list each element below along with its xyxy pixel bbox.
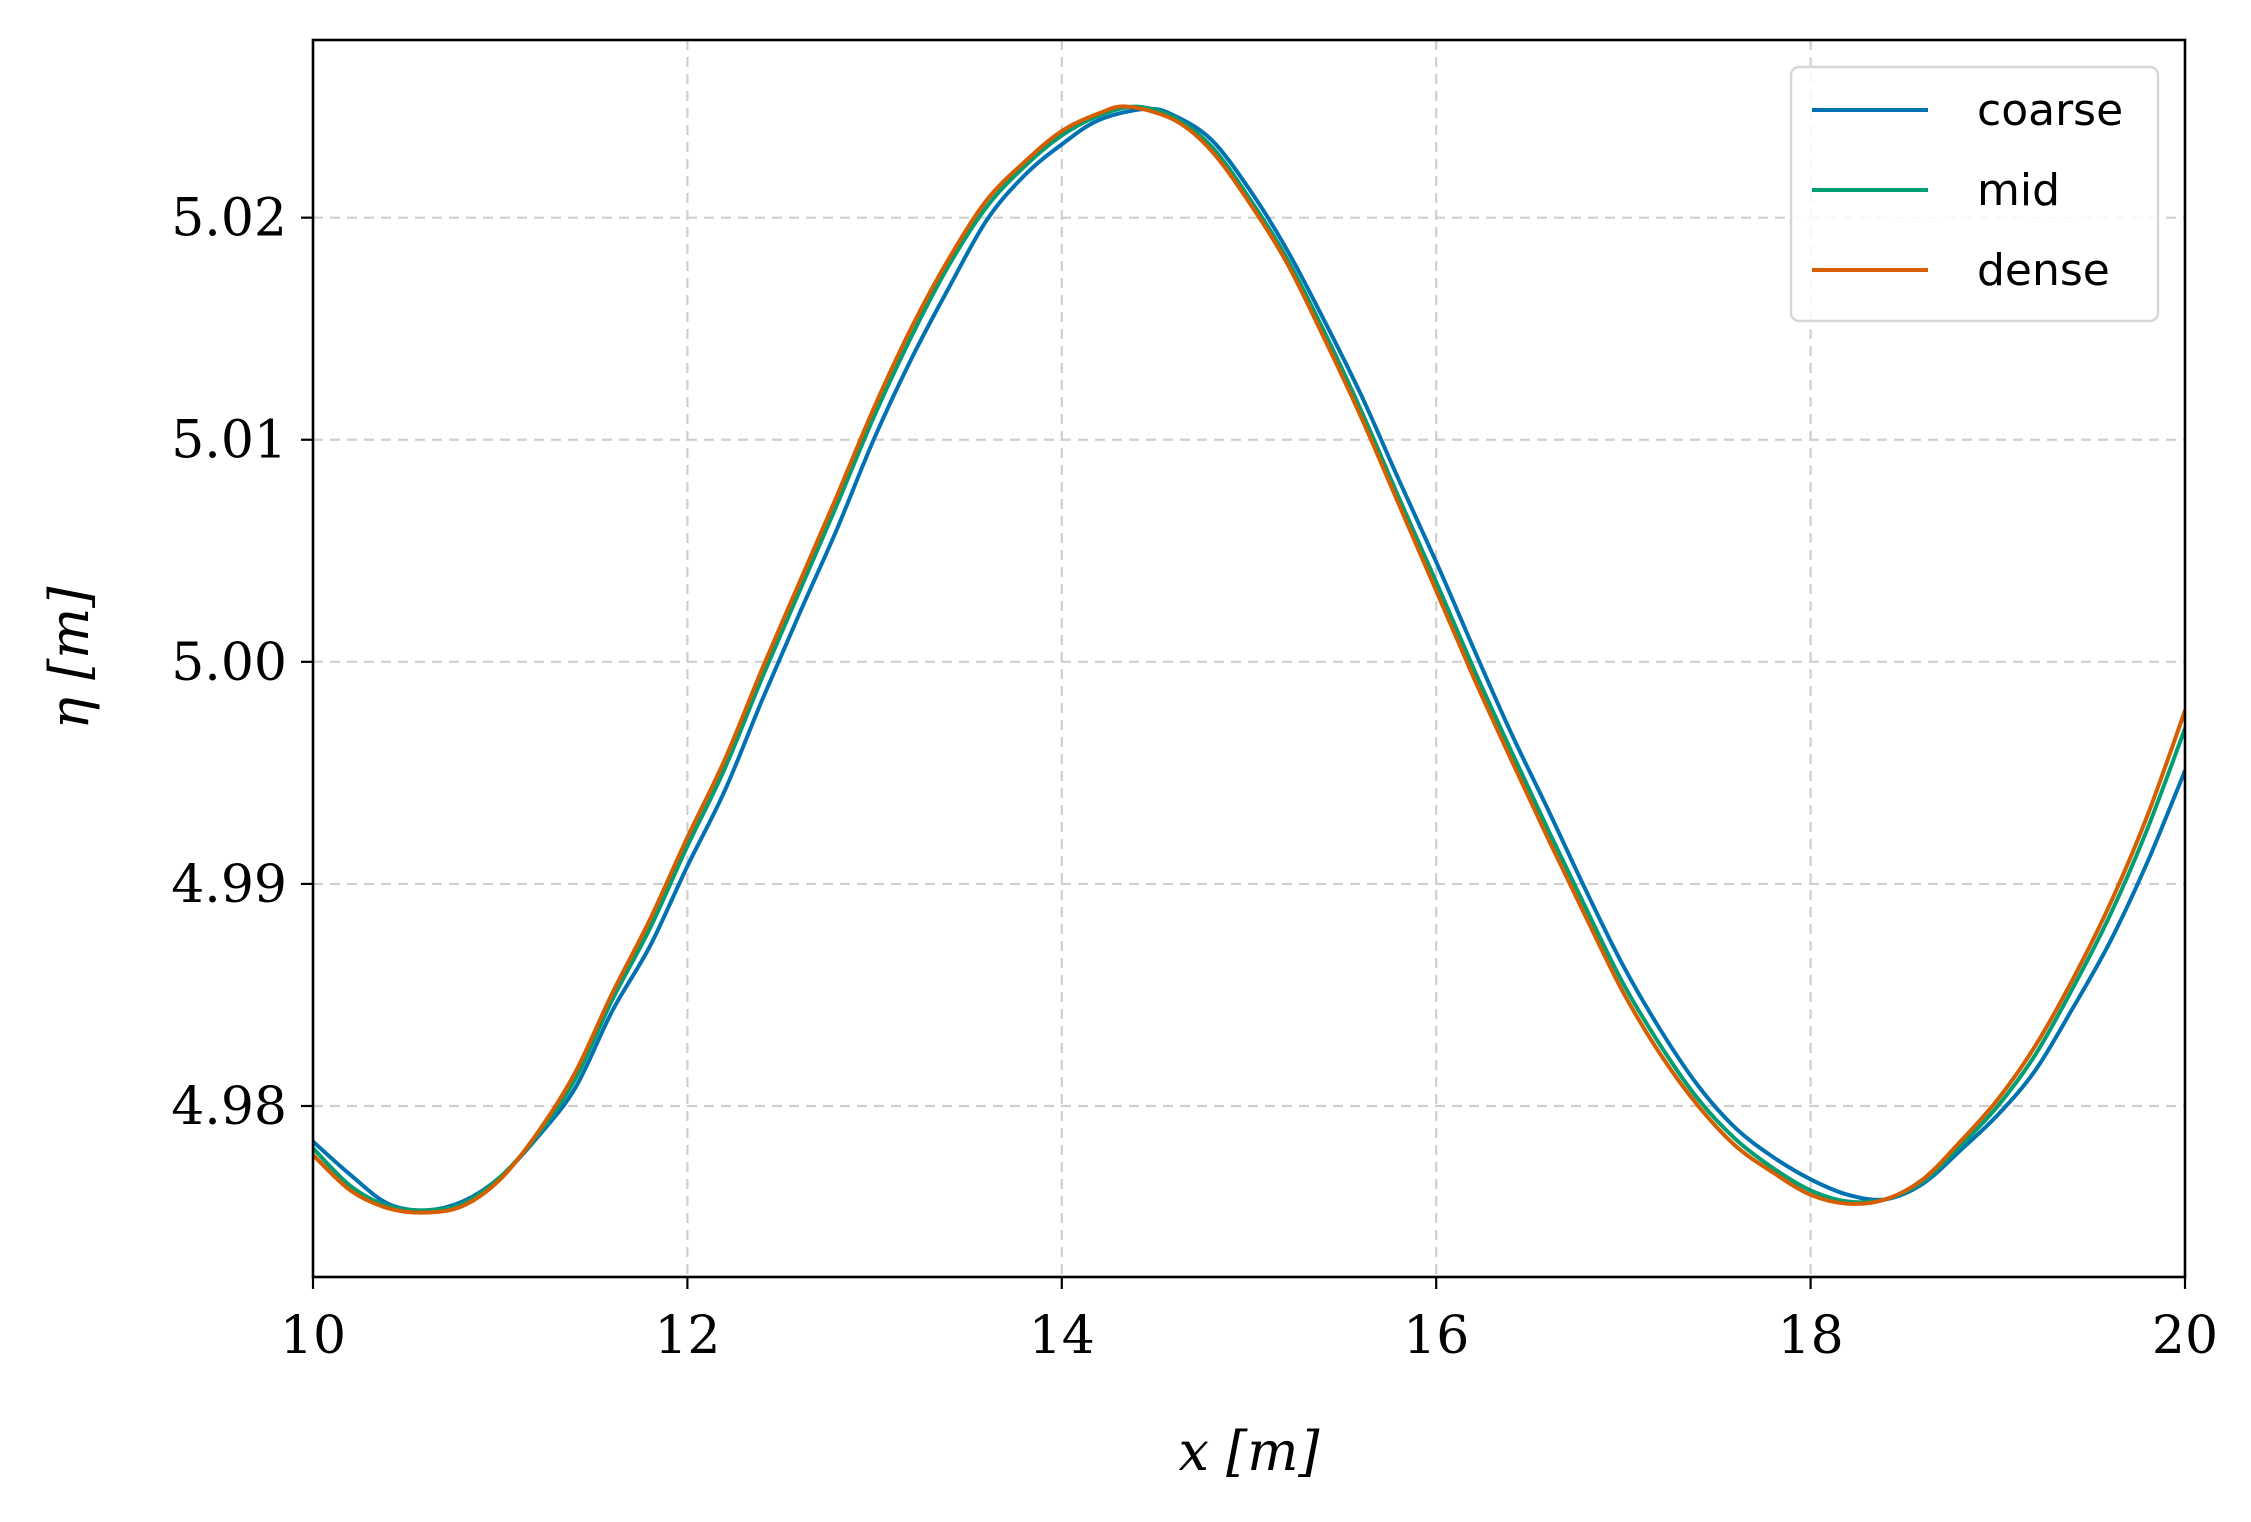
legend: coarse mid dense: [1789, 65, 2160, 323]
y-tick-label: 4.99: [171, 855, 287, 915]
x-tick-label: 12: [654, 1306, 720, 1366]
axis-ticks: 10 12 14 16 18 20 4.98 4.99 5.00 5.01 5.02: [171, 189, 2218, 1366]
y-tick-label: 4.98: [171, 1077, 287, 1137]
legend-box: [1789, 65, 2160, 323]
x-tick-label: 10: [280, 1306, 346, 1366]
legend-label-mid: mid: [1977, 165, 2060, 216]
y-tick-label: 5.00: [171, 633, 287, 693]
legend-label-coarse: coarse: [1977, 85, 2123, 136]
x-tick-label: 20: [2152, 1306, 2218, 1366]
series-line-coarse: [313, 106, 2185, 1213]
y-tick-label: 5.01: [171, 411, 287, 471]
plot-frame: [311, 38, 2187, 1279]
y-tick-label: 5.02: [171, 189, 287, 249]
series-group: [313, 104, 2185, 1215]
legend-label-dense: dense: [1977, 245, 2110, 296]
series-line-dense: [313, 104, 2185, 1215]
x-tick-label: 14: [1029, 1306, 1095, 1366]
x-axis-label: x [m]: [1179, 1420, 1321, 1483]
y-axis-label: η [m]: [38, 586, 101, 730]
x-tick-label: 16: [1403, 1306, 1469, 1366]
x-tick-label: 18: [1778, 1306, 1844, 1366]
